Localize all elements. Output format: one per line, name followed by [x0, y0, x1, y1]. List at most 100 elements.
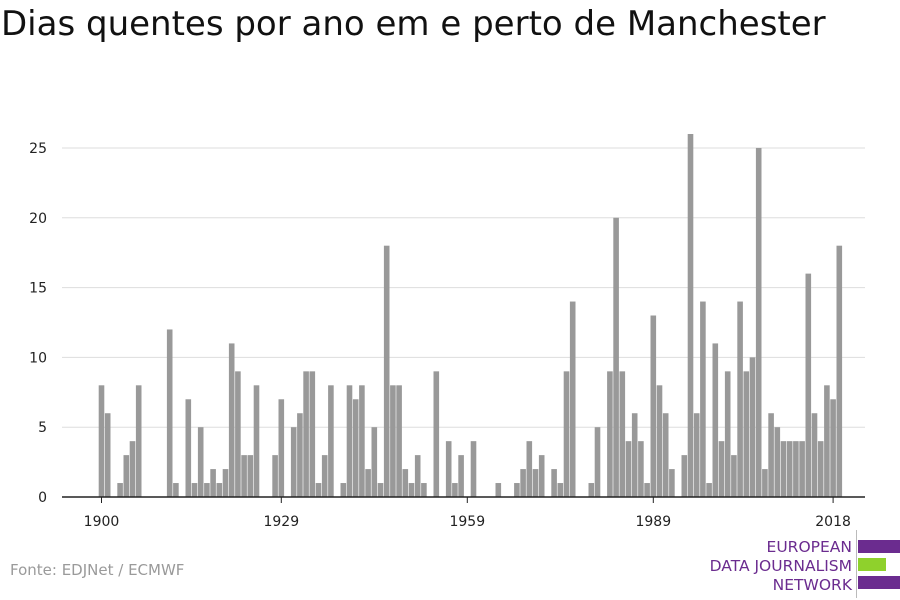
bar-1952 [421, 483, 427, 497]
bar-1919 [216, 483, 223, 497]
bar-2016 [817, 441, 824, 497]
bar-1968 [520, 469, 526, 497]
x-tick-label: 1959 [449, 514, 485, 530]
logo-bar-middle [858, 558, 886, 571]
bar-1948 [396, 385, 402, 497]
y-tick-labels: 0 5 10 15 20 25 [29, 141, 47, 506]
bar-1958 [458, 455, 464, 497]
bar-1922 [235, 371, 241, 497]
bar-1946 [383, 245, 390, 497]
bar-1918 [210, 469, 216, 497]
bar-1932 [297, 413, 303, 497]
logo-line-1: EUROPEAN [766, 538, 852, 556]
logo-bar-top [858, 540, 900, 553]
bar-1935 [315, 483, 322, 497]
bar-1951 [414, 455, 421, 497]
bar-1924 [247, 455, 254, 497]
bar-1925 [253, 385, 260, 497]
bar-1984 [619, 371, 626, 497]
bar-1991 [662, 413, 669, 497]
bar-1957 [452, 483, 458, 497]
bar-1974 [557, 483, 564, 497]
x-tick-labels: 1900 1929 1959 1989 2018 [84, 514, 851, 530]
bar-1983 [613, 217, 619, 497]
bar-2002 [731, 455, 737, 497]
bar-2013 [799, 441, 805, 497]
bar-1915 [191, 483, 198, 497]
bar-1931 [290, 427, 297, 497]
x-tick-label: 1989 [635, 514, 671, 530]
bar-1950 [408, 483, 415, 497]
chart-title: Dias quentes por ano em e perto de Manch… [1, 4, 826, 44]
bar-1906 [135, 385, 142, 497]
bar-1964 [495, 483, 502, 497]
bar-2017 [824, 385, 830, 497]
bar-1943 [365, 469, 371, 497]
bar-1969 [526, 441, 533, 497]
bar-1912 [173, 483, 179, 497]
bar-2003 [737, 301, 743, 497]
bar-1920 [222, 469, 229, 497]
bar-1939 [340, 483, 347, 497]
bar-2007 [762, 469, 768, 497]
bar-1934 [309, 371, 316, 497]
bar-1944 [371, 427, 378, 497]
bar-2004 [743, 371, 750, 497]
bar-1947 [390, 385, 396, 497]
bar-2011 [786, 441, 793, 497]
logo-divider [856, 530, 857, 598]
y-tick-label: 10 [29, 350, 47, 366]
bar-1994 [681, 455, 688, 497]
bar-1989 [650, 315, 657, 497]
bar-1956 [445, 441, 452, 497]
bar-1967 [514, 483, 520, 497]
bar-1921 [228, 343, 235, 497]
bar-1901 [104, 413, 111, 497]
bar-2001 [724, 371, 731, 497]
bar-1923 [241, 455, 247, 497]
bar-1982 [607, 371, 613, 497]
bar-2015 [811, 413, 818, 497]
bar-1940 [346, 385, 353, 497]
bar-1996 [693, 413, 700, 497]
bar-1900 [98, 385, 105, 497]
bars [98, 134, 843, 497]
edjnet-logo: EUROPEAN DATA JOURNALISM NETWORK [700, 528, 900, 598]
gridlines [62, 147, 865, 428]
bar-1928 [272, 455, 278, 497]
bar-2018 [830, 399, 836, 497]
bar-2010 [780, 441, 787, 497]
bar-1973 [551, 469, 557, 497]
logo-text: EUROPEAN DATA JOURNALISM NETWORK [710, 538, 852, 595]
bar-1987 [638, 441, 644, 497]
bar-1975 [563, 371, 570, 497]
bar-1914 [185, 399, 192, 497]
bar-1960 [470, 441, 477, 497]
logo-line-3: NETWORK [772, 576, 852, 594]
bar-1949 [402, 469, 409, 497]
bar-1903 [117, 483, 123, 497]
bar-2000 [718, 441, 725, 497]
x-tick-label: 1929 [263, 514, 299, 530]
bar-1970 [532, 469, 539, 497]
source-note: Fonte: EDJNet / ECMWF [10, 561, 185, 579]
bar-2008 [768, 413, 774, 497]
bar-1954 [433, 371, 440, 497]
bar-1941 [352, 399, 359, 497]
bar-1936 [321, 455, 328, 497]
bar-1979 [588, 483, 595, 497]
bar-1995 [687, 134, 694, 497]
bar-1933 [303, 371, 309, 497]
bar-1916 [197, 427, 204, 497]
bar-1929 [278, 399, 285, 497]
logo-bar-bottom [858, 576, 900, 589]
bar-2006 [755, 147, 762, 497]
bar-1937 [328, 385, 334, 497]
bar-1985 [625, 441, 632, 497]
bar-1945 [377, 483, 384, 497]
y-tick-label: 0 [38, 490, 47, 506]
axes [62, 496, 865, 503]
bar-1992 [669, 469, 675, 497]
bar-2019 [836, 245, 843, 497]
bar-2012 [793, 441, 799, 497]
